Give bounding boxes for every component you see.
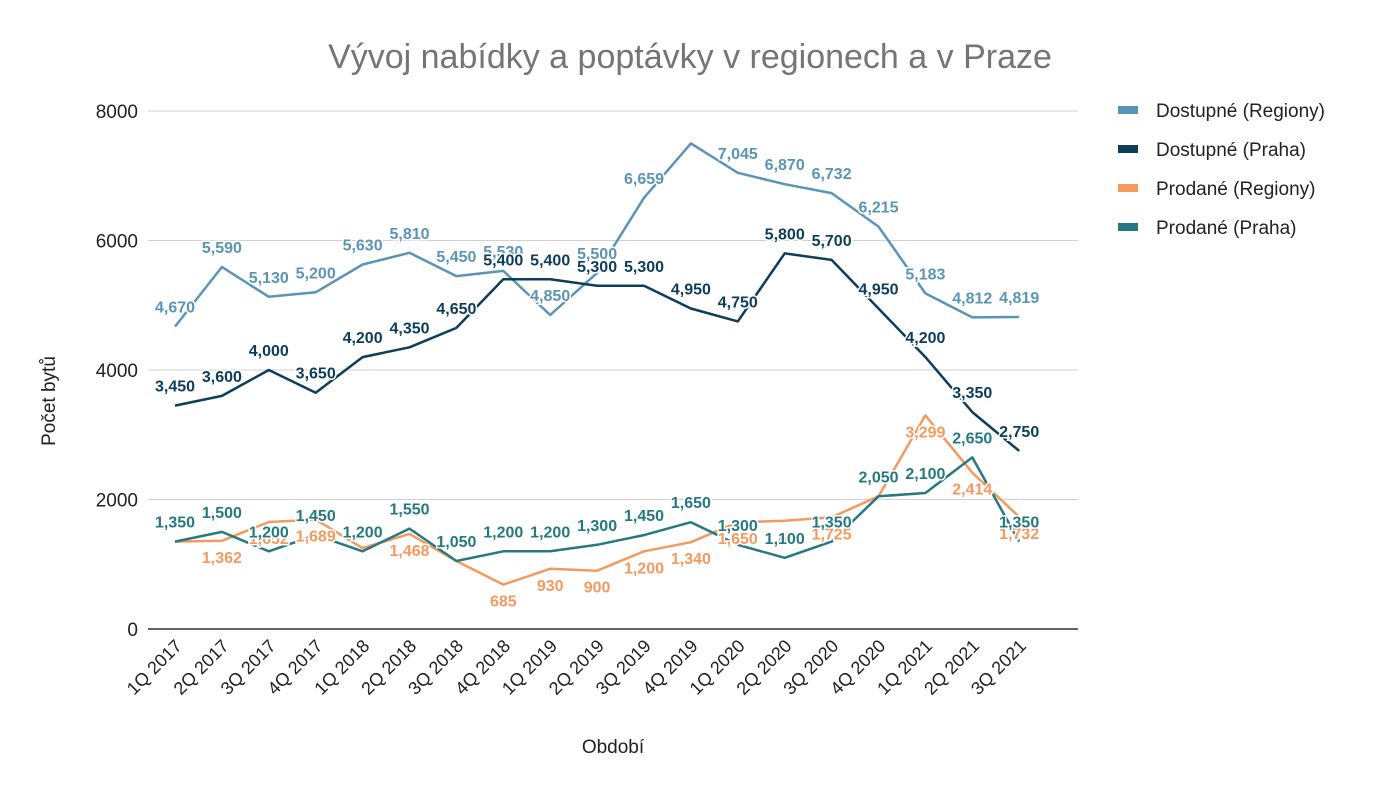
data-label: 6,215 [858, 200, 898, 217]
data-label: 3,600 [202, 369, 242, 386]
data-label: 5,400 [530, 252, 570, 269]
data-label: 1,300 [577, 518, 617, 535]
data-label: 1,100 [765, 531, 805, 548]
data-label: 5,200 [296, 265, 336, 282]
data-label: 3,350 [952, 385, 992, 402]
gridlines [148, 110, 1078, 500]
data-label: 685 [490, 594, 517, 611]
data-label: 900 [584, 580, 611, 597]
data-label: 1,340 [671, 551, 711, 568]
data-label: 5,800 [765, 226, 805, 243]
data-label: 4,819 [999, 290, 1039, 307]
data-label: 2,414 [952, 482, 992, 499]
data-label: 5,630 [343, 237, 383, 254]
data-label: 5,810 [389, 226, 429, 243]
series-line-0 [174, 142, 1020, 328]
data-label: 1,350 [155, 515, 195, 532]
data-label: 4,000 [249, 343, 289, 360]
data-label: 5,530 [483, 244, 523, 261]
chart-title: Vývoj nabídky a poptávky v regionech a v… [328, 38, 1052, 76]
data-label: 1,300 [718, 518, 758, 535]
data-label: 930 [537, 578, 564, 595]
data-label: 1,468 [389, 543, 429, 560]
data-label: 5,500 [577, 246, 617, 263]
data-label: 5,130 [249, 270, 289, 287]
data-label: 1,450 [624, 508, 664, 525]
data-label: 5,450 [436, 249, 476, 266]
data-label: 5,183 [905, 266, 945, 283]
data-label: 5,590 [202, 240, 242, 257]
data-label: 2,750 [999, 424, 1039, 441]
legend-swatch [1118, 145, 1138, 153]
legend-label: Prodané (Praha) [1156, 218, 1296, 239]
y-axis-label: Počet bytů [39, 356, 60, 446]
data-label: 6,870 [765, 157, 805, 174]
data-labels: 4,670 5,590 5,130 5,200 5,630 5,810 5,450 5,530… [153, 144, 1040, 612]
data-label: 1,652 [249, 531, 289, 548]
data-label: 4,350 [389, 320, 429, 337]
y-tick-label: 2000 [96, 491, 138, 512]
data-label: 5,700 [812, 233, 852, 250]
y-tick-label: 8000 [96, 102, 138, 123]
x-axis-label: Období [582, 737, 645, 758]
data-label: 5,300 [624, 259, 664, 276]
data-label: 4,750 [718, 294, 758, 311]
data-label: 1,350 [812, 515, 852, 532]
legend: Dostupné (Regiony) Dostupné (Praha) Prodan… [1118, 101, 1325, 239]
y-tick-label: 0 [127, 620, 138, 641]
data-label: 4,200 [905, 330, 945, 347]
data-label: 1,732 [999, 526, 1039, 543]
data-label: 1,500 [202, 505, 242, 522]
data-label: 4,200 [343, 330, 383, 347]
y-axis-ticks: 0 2000 4000 6000 8000 [96, 102, 138, 641]
data-label: 7,045 [718, 146, 758, 163]
data-label: 1,362 [202, 550, 242, 567]
data-label: 1,200 [483, 524, 523, 541]
data-label: 1,200 [343, 524, 383, 541]
series-line-3 [174, 456, 1021, 563]
data-label: 1,650 [671, 495, 711, 512]
data-label: 1,725 [812, 526, 852, 543]
legend-swatch [1118, 184, 1138, 192]
legend-label: Dostupné (Praha) [1156, 140, 1306, 161]
data-label: 3,650 [296, 366, 336, 383]
data-label: 2,050 [858, 469, 898, 486]
data-label: 2,100 [905, 466, 945, 483]
data-label: 1,689 [296, 529, 336, 546]
data-label: 1,200 [249, 524, 289, 541]
data-label: 1,450 [296, 508, 336, 525]
data-label: 1,050 [436, 534, 476, 551]
data-label: 4,812 [952, 290, 992, 307]
data-label: 4,950 [671, 281, 711, 298]
data-label: 4,850 [530, 288, 570, 305]
data-label: 1,650 [718, 531, 758, 548]
data-label: 4,950 [858, 281, 898, 298]
data-label: 1,350 [999, 515, 1039, 532]
data-label: 2,650 [952, 430, 992, 447]
y-tick-label: 6000 [96, 232, 138, 253]
legend-swatch [1118, 223, 1138, 231]
data-label: 6,732 [812, 166, 852, 183]
data-label: 5,400 [483, 252, 523, 269]
data-label: 3,450 [155, 379, 195, 396]
series-lines [174, 142, 1021, 586]
data-label: 6,659 [624, 171, 664, 188]
data-label: 4,670 [155, 300, 195, 317]
legend-swatch [1118, 106, 1138, 114]
data-label: 3,299 [905, 424, 945, 441]
data-label: 1,200 [624, 560, 664, 577]
series-line-1 [174, 252, 1020, 452]
legend-label: Prodané (Regiony) [1156, 179, 1315, 200]
data-label: 4,650 [436, 301, 476, 318]
data-label: 1,200 [530, 524, 570, 541]
y-tick-label: 4000 [96, 361, 138, 382]
data-label: 1,550 [389, 502, 429, 519]
legend-label: Dostupné (Regiony) [1156, 101, 1325, 122]
data-label: 5,300 [577, 259, 617, 276]
data-label: 1,671 [765, 530, 805, 547]
